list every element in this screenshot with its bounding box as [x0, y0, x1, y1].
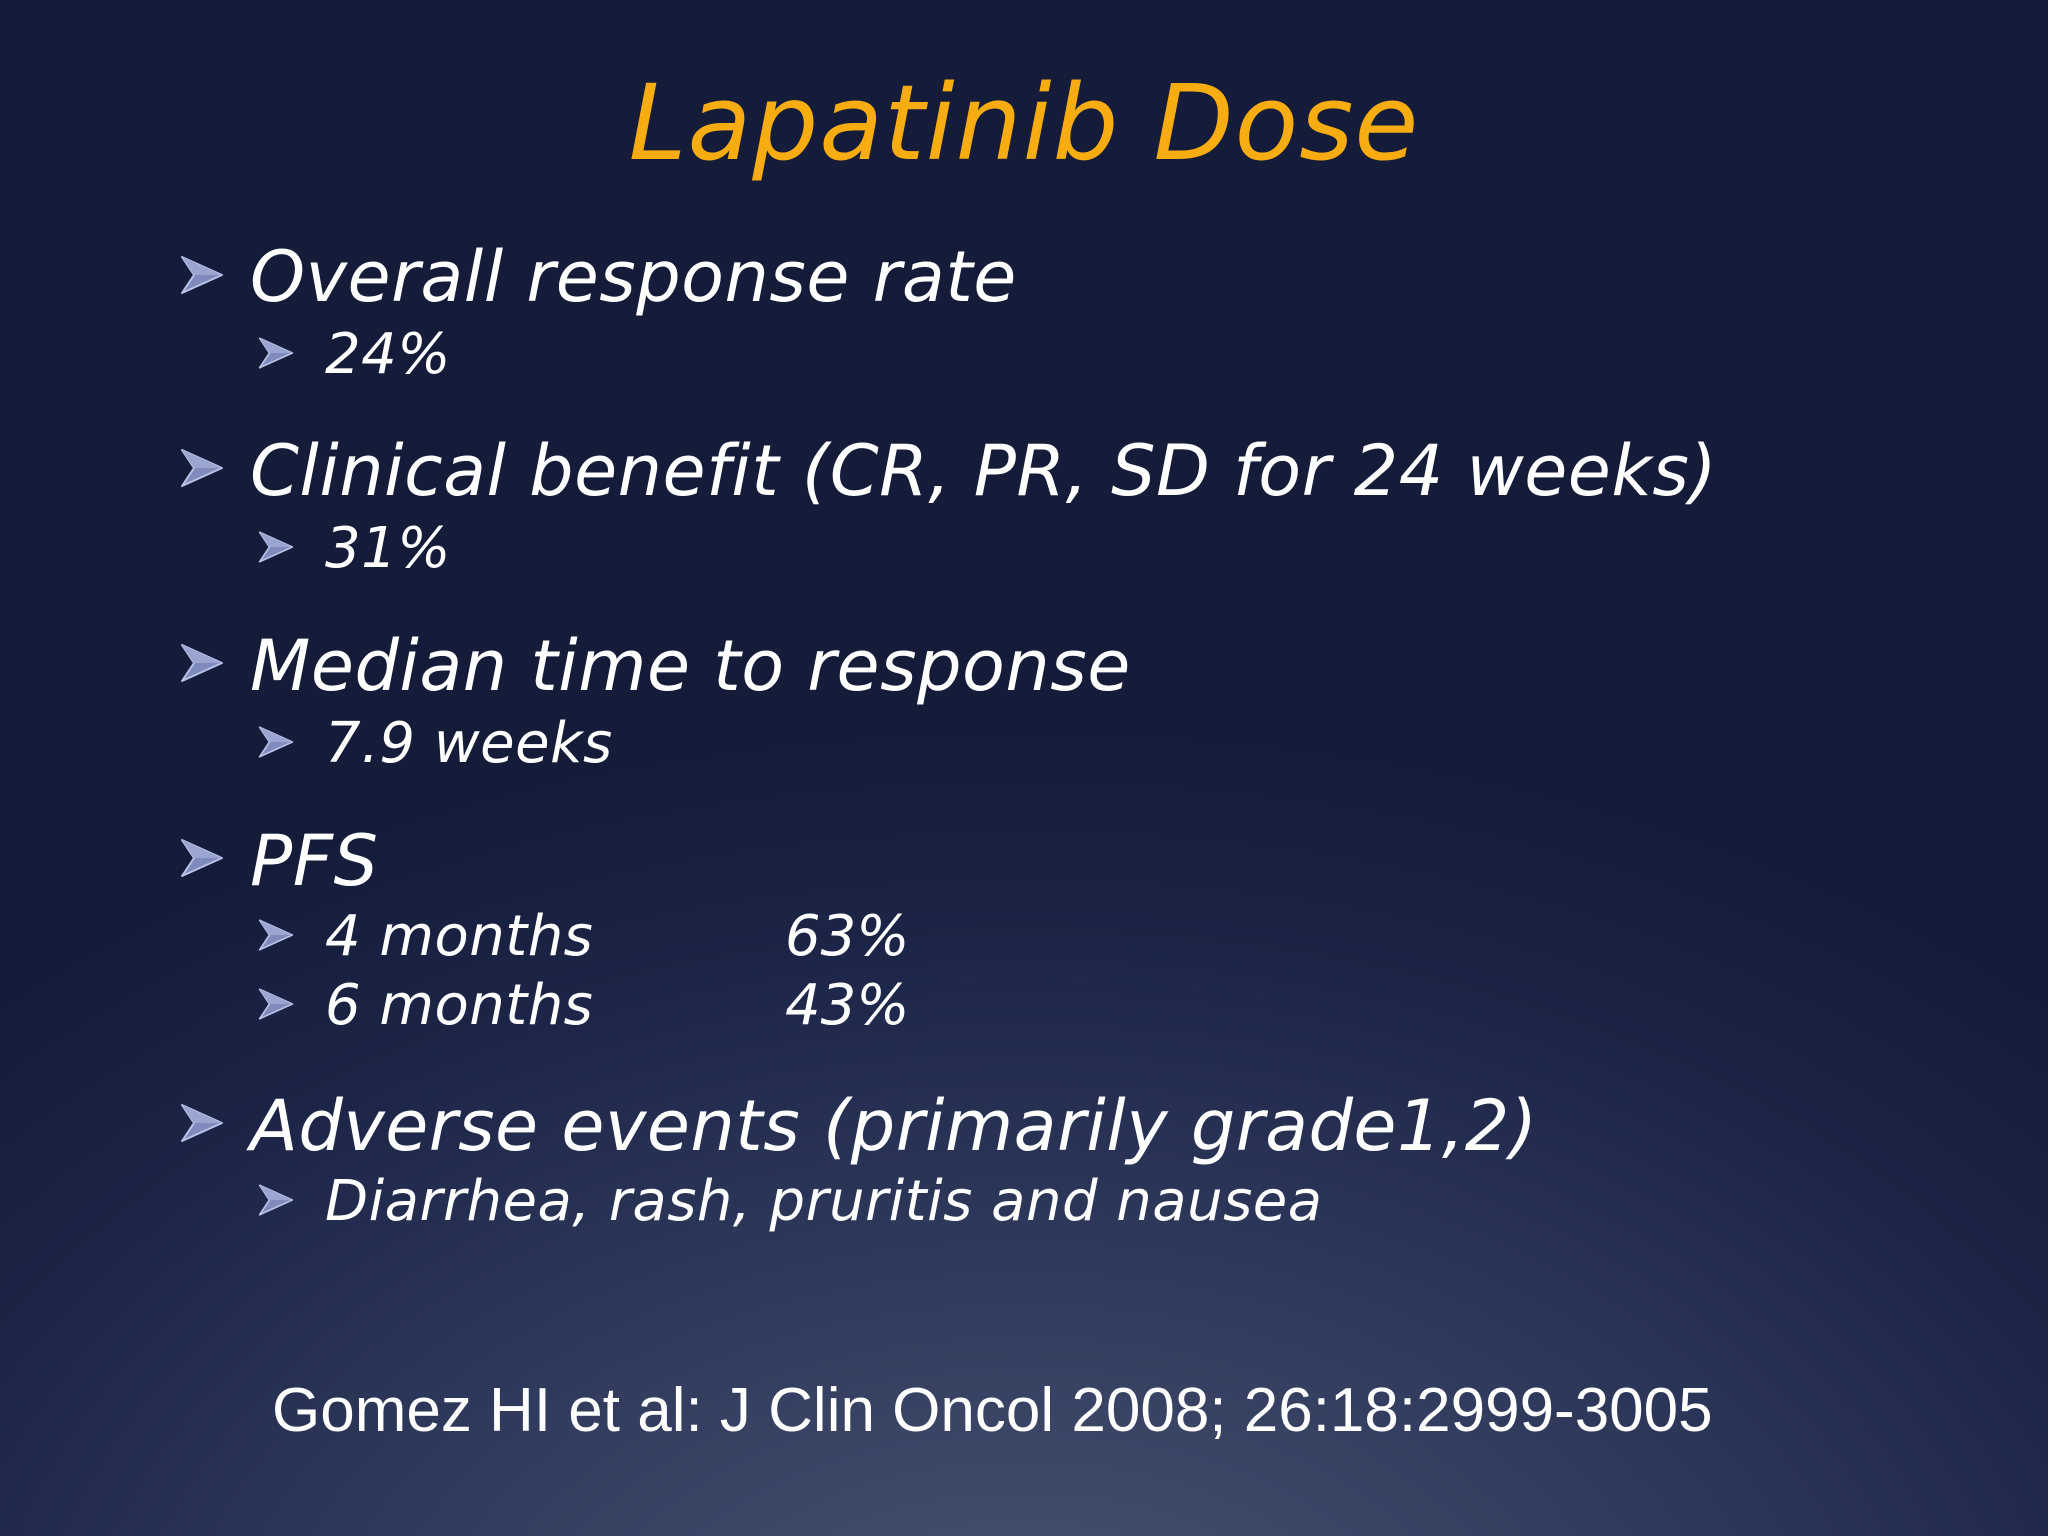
- sub-bullet-24-percent: 24%: [325, 322, 451, 387]
- bullet-clinical-benefit: Clinical benefit (CR, PR, SD for 24 week…: [250, 430, 1718, 512]
- arrow-bullet-icon: [180, 448, 224, 488]
- sub-bullet-7-9-weeks: 7.9 weeks: [325, 711, 613, 776]
- pfs-6-months-value: 43%: [785, 973, 910, 1038]
- arrow-bullet-icon: [258, 1183, 294, 1217]
- arrow-bullet-icon: [180, 838, 224, 878]
- citation-reference: Gomez HI et al: J Clin Oncol 2008; 26:18…: [272, 1376, 1713, 1445]
- arrow-bullet-icon: [258, 918, 294, 952]
- arrow-bullet-icon: [258, 987, 294, 1021]
- bullet-pfs: PFS: [250, 820, 379, 902]
- bullet-overall-response-rate: Overall response rate: [250, 236, 1017, 318]
- arrow-bullet-icon: [258, 336, 294, 370]
- sub-bullet-adverse-event-list: Diarrhea, rash, pruritis and nausea: [325, 1169, 1323, 1234]
- sub-bullet-6-months: 6 months: [325, 973, 594, 1038]
- arrow-bullet-icon: [258, 530, 294, 564]
- slide-title: Lapatinib Dose: [628, 62, 1420, 184]
- arrow-bullet-icon: [180, 1103, 224, 1143]
- pfs-4-months-value: 63%: [785, 904, 910, 969]
- arrow-bullet-icon: [180, 255, 224, 295]
- arrow-bullet-icon: [258, 725, 294, 759]
- sub-bullet-31-percent: 31%: [325, 516, 451, 581]
- sub-bullet-4-months: 4 months: [325, 904, 594, 969]
- arrow-bullet-icon: [180, 643, 224, 683]
- bullet-adverse-events: Adverse events (primarily grade1,2): [250, 1085, 1538, 1167]
- bullet-median-time-to-response: Median time to response: [250, 625, 1131, 707]
